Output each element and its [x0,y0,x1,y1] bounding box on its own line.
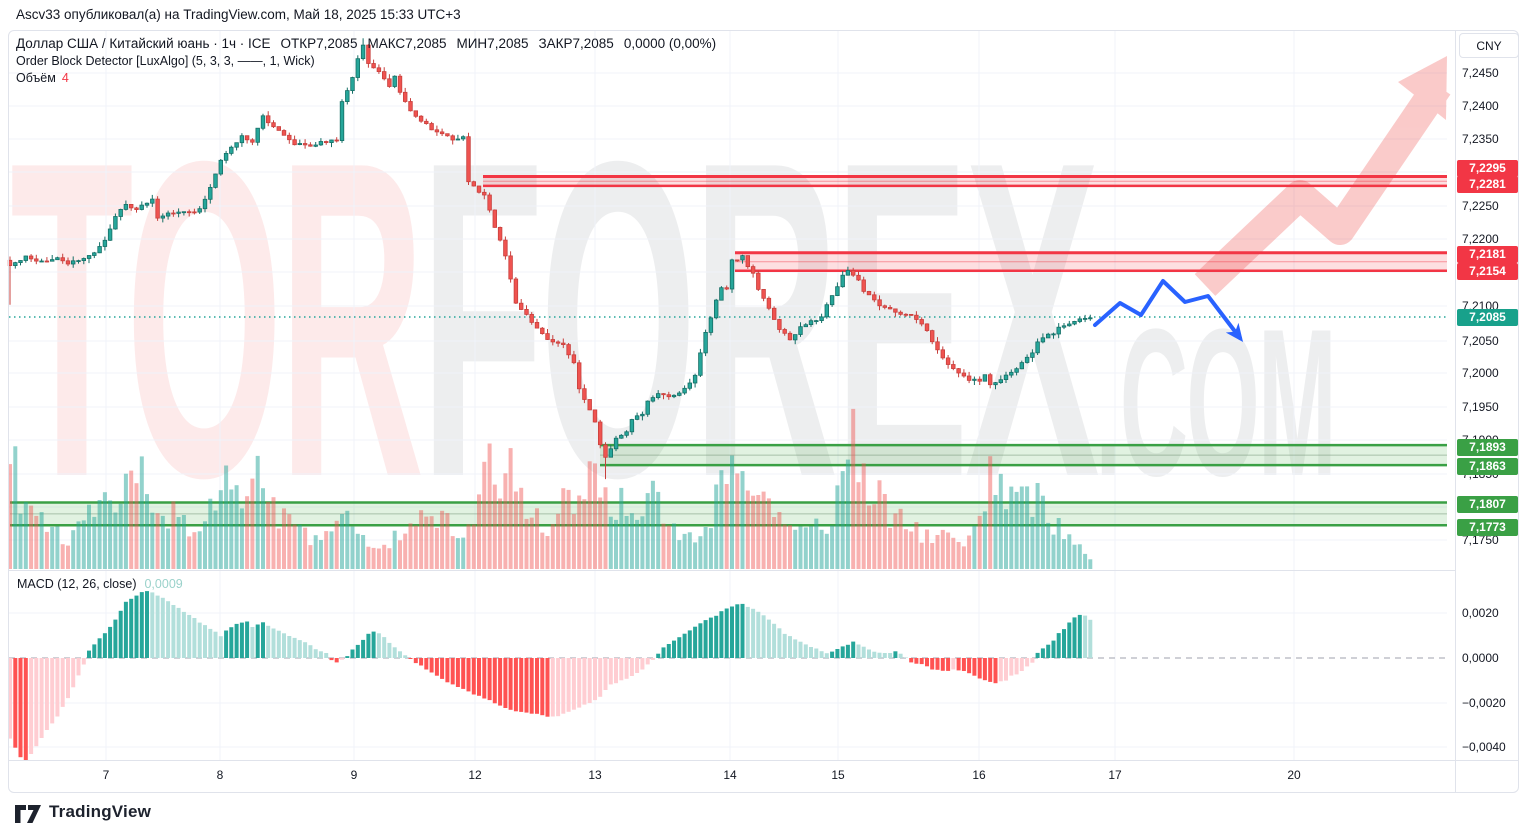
macd-histogram [8,591,1093,761]
bearish-zone-price-label: 7,2181 [1457,245,1518,263]
bearish-zone-price-label: 7,2281 [1457,175,1518,193]
time-tick: 14 [723,768,737,782]
publish-info: Ascv33 опубликовал(а) на TradingView.com… [16,7,461,22]
macd-tick: −0,0020 [1462,696,1506,710]
time-tick: 12 [468,768,482,782]
macd-value: 0,0009 [144,577,183,591]
price-tick: 7,1750 [1462,533,1499,547]
time-tick: 16 [972,768,986,782]
volume-histogram [8,408,1093,569]
time-tick: 17 [1108,768,1122,782]
time-tick: 13 [588,768,602,782]
bullish-zone-price-label: 7,1863 [1457,457,1518,475]
price-tick: 7,2050 [1462,334,1499,348]
price-tick: 7,2000 [1462,366,1499,380]
price-tick: 7,2450 [1462,66,1499,80]
macd-label: MACD (12, 26, close) [17,577,137,591]
volume-value: 4 [61,71,69,85]
price-tick: 7,2350 [1462,132,1499,146]
macd-tick: −0,0040 [1462,740,1506,754]
time-tick: 7 [102,768,110,782]
bullish-zone-price-label: 7,1893 [1457,438,1518,456]
price-tick: 7,1950 [1462,400,1499,414]
macd-tick: 0,0020 [1462,606,1499,620]
last-price-label: 7,2085 [1457,308,1518,326]
time-tick: 15 [831,768,845,782]
macd-legend[interactable]: MACD (12, 26, close) 0,0009 [17,577,183,591]
currency-badge[interactable]: CNY [1459,33,1519,58]
change-value: 0,0000 (0,00%) [623,36,717,51]
projection-arrow [1093,279,1244,342]
ohlc-item: ЗАКР7,2085 [538,36,614,51]
price-tick: 7,2400 [1462,99,1499,113]
macd-tick: 0,0000 [1462,651,1499,665]
price-tick: 7,2200 [1462,232,1499,246]
tradingview-attribution[interactable]: TradingView [14,800,151,824]
candlestick-series [7,38,1093,480]
bullish-zone-price-label: 7,1773 [1457,518,1518,536]
price-scale-divider[interactable] [1455,31,1456,792]
watermark-arrow-icon [1194,56,1451,296]
volume-legend[interactable]: Объём 4 [16,71,69,85]
watermark-text-com: .COM [1095,285,1336,520]
time-tick: 9 [350,768,358,782]
ohlc-item: МИН7,2085 [456,36,529,51]
symbol-legend[interactable]: Доллар США / Китайский юань · 1ч · ICE ОТ… [16,36,716,51]
bearish-zone-price-label: 7,2154 [1457,262,1518,280]
time-tick: 20 [1287,768,1301,782]
time-tick: 8 [216,768,224,782]
ohlc-item: ОТКР7,2085 [280,36,358,51]
bullish-zone-price-label: 7,1807 [1457,495,1518,513]
symbol-title[interactable]: Доллар США / Китайский юань · 1ч · ICE [16,36,271,51]
watermark-text-red: TOR [10,69,425,571]
grid-layer [9,31,1447,760]
volume-label: Объём [16,71,56,85]
indicator-legend[interactable]: Order Block Detector [LuxAlgo] (5, 3, 3,… [16,54,315,68]
tradingview-logo-icon[interactable] [14,800,42,824]
time-axis-divider [9,760,1519,761]
tradingview-brand-text[interactable]: TradingView [49,802,152,821]
pane-separator[interactable] [9,570,1455,571]
price-tick: 7,2250 [1462,199,1499,213]
ohlc-values: ОТКР7,2085 МАКС7,2085 МИН7,2085 ЗАКР7,2085 [271,36,614,51]
ohlc-item: МАКС7,2085 [367,36,447,51]
bearish-zone-price-label: 7,2295 [1457,159,1518,177]
